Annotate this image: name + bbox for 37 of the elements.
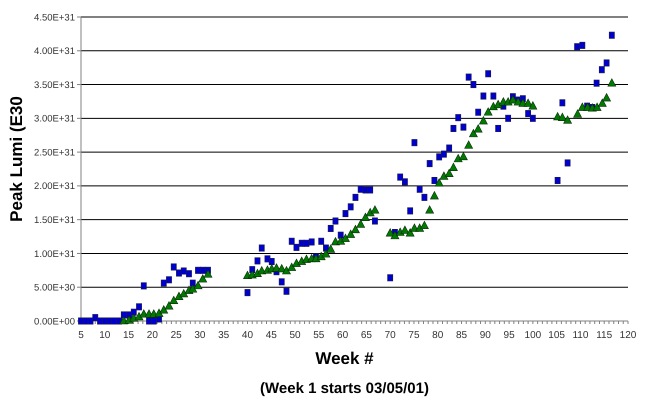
x-tick-label: 80 — [432, 330, 444, 341]
x-tick-label: 115 — [596, 330, 613, 341]
y-tick-label: 0.00E+00 — [34, 316, 75, 328]
x-tick-label: 75 — [408, 330, 420, 341]
y-tick-label: 3.00E+31 — [34, 114, 75, 125]
x-tick-label: 40 — [242, 330, 254, 341]
y-tick-label: 1.50E+31 — [34, 214, 75, 226]
x-tick-label: 45 — [266, 330, 278, 341]
y-tick-label: 5.00E+30 — [34, 282, 75, 294]
x-tick-label: 30 — [194, 330, 206, 341]
x-tick-label: 90 — [480, 330, 492, 341]
x-tick-label: 100 — [524, 330, 542, 341]
x-tick-label: 85 — [456, 330, 468, 341]
x-tick-label: 55 — [313, 330, 325, 341]
y-tick-label: 4.00E+31 — [34, 46, 75, 58]
x-tick-label: 50 — [289, 330, 302, 341]
x-tick-label: 35 — [218, 330, 230, 341]
text: (Week 1 starts 03/05/01) — [260, 380, 429, 397]
x-tick-label: 60 — [337, 330, 349, 341]
x-tick-label: 110 — [572, 330, 589, 341]
x-tick-label: 25 — [170, 330, 182, 341]
y-tick-label: 1.00E+31 — [34, 248, 75, 260]
y-tick-label: 2.50E+31 — [34, 147, 75, 158]
x-tick-label: 15 — [123, 330, 135, 341]
x-tick-label: 65 — [360, 330, 372, 341]
x-tick-label: 10 — [99, 330, 111, 341]
y-tick-label: 2.00E+31 — [34, 181, 75, 192]
y-tick-label: 3.50E+31 — [34, 80, 75, 91]
y-axis-title: Peak Lumi (E30 — [7, 96, 26, 222]
x-tick-label: 5 — [78, 330, 84, 341]
x-axis-title: Week # — [315, 349, 374, 368]
x-tick-label: 105 — [548, 330, 566, 341]
x-tick-label: 70 — [384, 330, 396, 341]
x-tick-label: 95 — [504, 330, 516, 341]
x-tick-label: 20 — [146, 330, 158, 341]
y-tick-label: 4.50E+31 — [34, 12, 75, 24]
x-tick-label: 120 — [620, 330, 637, 341]
